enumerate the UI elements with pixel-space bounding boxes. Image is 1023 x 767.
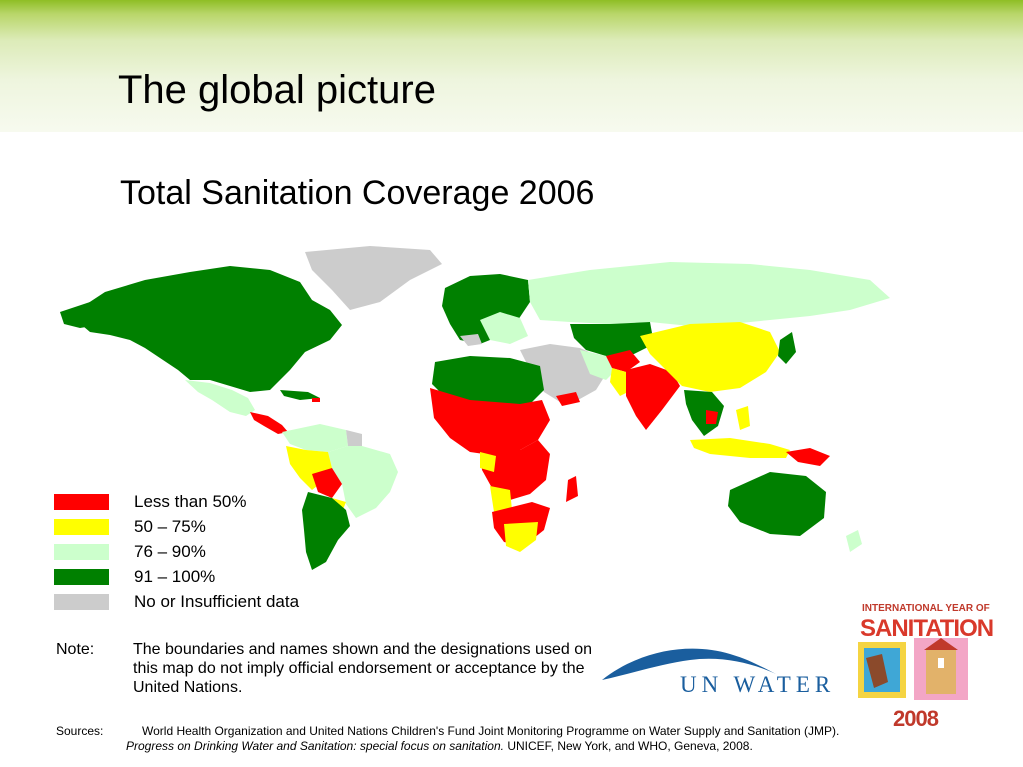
region-north-america <box>70 266 342 392</box>
region-angola <box>490 486 512 512</box>
legend-swatch-red <box>54 494 109 510</box>
region-south-africa <box>504 522 538 552</box>
legend-label: 76 – 90% <box>134 542 206 561</box>
unwater-logo-swoosh <box>602 648 776 680</box>
legend-swatch-gray <box>54 594 109 610</box>
region-central-asia <box>570 322 654 356</box>
region-new-zealand <box>846 530 862 552</box>
sources-text-publisher: UNICEF, New York, and WHO, Geneva, 2008. <box>504 739 753 753</box>
note-text: The boundaries and names shown and the d… <box>133 641 592 696</box>
legend-swatch-dark-green <box>54 569 109 585</box>
region-china <box>640 322 780 392</box>
region-north-africa <box>432 356 544 408</box>
unwater-logo-text: UN WATER <box>680 672 836 697</box>
region-cambodia <box>706 410 718 424</box>
region-guianas <box>346 430 362 446</box>
region-balkans-nodata <box>460 334 482 346</box>
region-japan <box>778 332 796 364</box>
legend-label: 50 – 75% <box>134 517 206 536</box>
region-central-america <box>250 412 288 434</box>
iys-logo <box>858 638 968 700</box>
header-band <box>0 0 1023 132</box>
legend-swatch-yellow <box>54 519 109 535</box>
region-philippines <box>736 406 750 430</box>
region-eastern-europe <box>480 312 528 344</box>
region-png <box>786 448 830 466</box>
legend-swatch-light-green <box>54 544 109 560</box>
region-bolivia <box>312 468 342 498</box>
region-haiti <box>312 398 320 402</box>
legend-label: No or Insufficient data <box>134 592 300 611</box>
region-yemen <box>556 392 580 406</box>
note-label: Note: <box>56 641 95 658</box>
legend-label: 91 – 100% <box>134 567 216 586</box>
region-brazil <box>328 446 398 518</box>
world-sanitation-map <box>60 246 890 570</box>
legend-item: 50 – 75% <box>54 515 354 540</box>
legend-item: Less than 50% <box>54 490 354 515</box>
legend-item: 91 – 100% <box>54 565 354 590</box>
region-indonesia <box>690 438 790 458</box>
sources-text-title: Progress on Drinking Water and Sanitatio… <box>126 739 504 753</box>
region-alaska <box>60 302 105 328</box>
page-title: The global picture <box>118 68 436 112</box>
region-gabon <box>480 452 496 472</box>
region-chile-argentina <box>302 492 350 570</box>
iys-logo-top-text: INTERNATIONAL YEAR OF <box>862 603 990 614</box>
region-afghanistan <box>606 350 640 372</box>
legend-label: Less than 50% <box>134 492 247 511</box>
region-madagascar <box>566 476 578 502</box>
map-title: Total Sanitation Coverage 2006 <box>120 174 595 212</box>
iys-logo-year: 2008 <box>893 706 939 731</box>
region-greenland <box>305 246 442 310</box>
region-india <box>626 364 680 430</box>
iys-logo-main-text: SANITATION <box>860 615 994 642</box>
region-southeast-asia <box>684 390 724 436</box>
region-central-africa <box>480 440 550 500</box>
region-mexico <box>185 380 255 416</box>
sources-label: Sources: <box>56 724 104 738</box>
region-australia <box>728 472 826 536</box>
region-caribbean <box>280 390 320 400</box>
legend-item: 76 – 90% <box>54 540 354 565</box>
region-sahel <box>430 388 550 456</box>
region-colombia-venezuela <box>282 424 348 452</box>
legend-item: No or Insufficient data <box>54 590 354 615</box>
sources-text-plain: World Health Organization and United Nat… <box>142 724 840 738</box>
sources-text: World Health Organization and United Nat… <box>126 724 866 754</box>
region-russia <box>528 262 890 326</box>
